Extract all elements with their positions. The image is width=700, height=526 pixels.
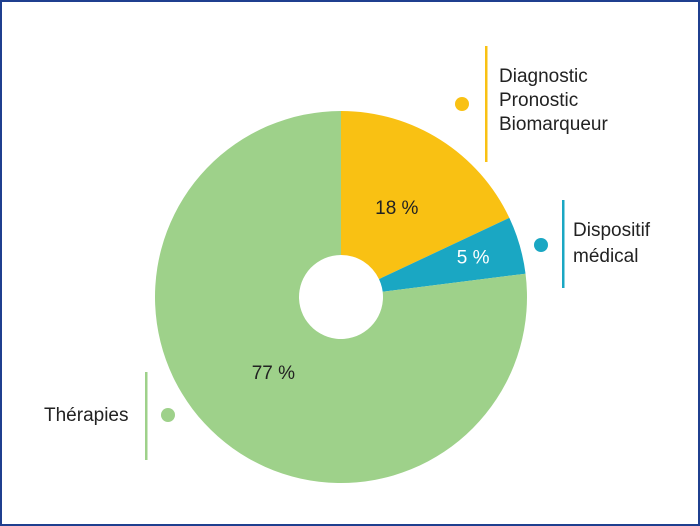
legend-bar-therapies <box>145 372 148 460</box>
value-label-therapies: 77 % <box>252 363 295 384</box>
legend-label-dispositif-medical: Dispositif médical <box>573 220 651 267</box>
legend-label-line: Pronostic <box>499 90 578 111</box>
slice-diagnostic-pronostic-biomarqueur <box>341 111 510 280</box>
legend-bar-dispositif-medical <box>562 200 565 288</box>
slices-layer <box>155 111 527 483</box>
legend-label-diagnostic-pronostic-biomarqueur: Diagnostic Pronostic Biomarqueur <box>499 66 608 135</box>
legend-layer: Diagnostic Pronostic Biomarqueur Dispositif… <box>44 46 651 460</box>
legend-bar-diagnostic-pronostic-biomarqueur <box>485 46 488 162</box>
legend-label-line: Thérapies <box>44 405 129 426</box>
value-label-diagnostic-pronostic-biomarqueur: 18 % <box>375 198 418 219</box>
legend-label-line: Biomarqueur <box>499 114 608 135</box>
value-label-dispositif-medical: 5 % <box>457 248 490 269</box>
legend-label-line: Diagnostic <box>499 66 588 87</box>
legend-label-line: médical <box>573 246 638 267</box>
legend-dot-dispositif-medical <box>534 238 548 252</box>
slice-dispositif-medical <box>379 217 526 292</box>
slice-therapies <box>155 111 527 483</box>
legend-label-therapies: Thérapies <box>44 405 129 426</box>
value-labels-layer: 18 % 5 % 77 % <box>252 198 490 384</box>
legend-label-line: Dispositif <box>573 220 651 241</box>
legend-dot-diagnostic-pronostic-biomarqueur <box>455 97 469 111</box>
legend-dot-therapies <box>161 408 175 422</box>
